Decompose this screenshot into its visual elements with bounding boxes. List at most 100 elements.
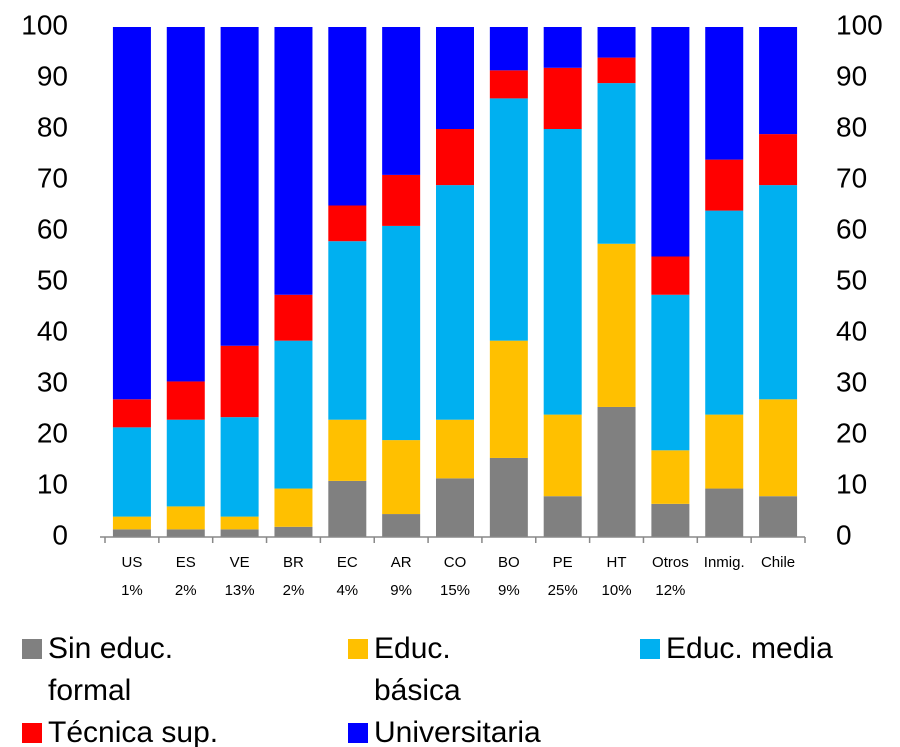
legend-item: Técnica sup.	[22, 712, 288, 747]
y2-tick-label: 10	[836, 468, 867, 499]
y-tick-label: 60	[37, 213, 68, 244]
legend-label: Universitaria	[374, 716, 541, 747]
bar-segment	[651, 450, 690, 504]
x-tick-label: 15%	[440, 582, 470, 599]
y-tick-label: 80	[37, 111, 68, 142]
bar-segment	[166, 529, 205, 537]
bar-segment	[543, 414, 582, 497]
bar-segment	[489, 70, 528, 99]
bar-segment	[112, 529, 151, 537]
bar-segment	[436, 185, 474, 420]
x-tick-label: BO	[498, 554, 520, 571]
bar-segment	[274, 340, 313, 489]
x-tick-label: Chile	[761, 554, 795, 571]
bar-segment	[705, 210, 744, 415]
bar-segment	[436, 27, 474, 129]
bar-segment	[166, 506, 205, 530]
x-tick-label: VE	[230, 554, 250, 571]
bar-segment	[274, 294, 313, 341]
y2-tick-label: 90	[836, 60, 867, 91]
y2-tick-label: 30	[836, 366, 867, 397]
bar-segment	[759, 185, 798, 400]
bar-segment	[328, 480, 367, 537]
chart: 0 10 20 30 40 50 60 70 80 90 100 0 10 20 30 40 50 60 70 80 9…	[21, 9, 883, 599]
bar-segment	[382, 174, 421, 226]
bar-segment	[328, 205, 367, 242]
y2-tick-label: 70	[836, 162, 867, 193]
y-tick-label: 50	[37, 264, 68, 295]
bar-segment	[220, 417, 259, 517]
y-tick-label: 40	[37, 315, 68, 346]
x-tick-label: 13%	[225, 582, 255, 599]
x-tick-label: US	[122, 554, 143, 571]
bar-segment	[382, 27, 421, 175]
x-tick-label: CO	[444, 554, 467, 571]
bar-segment	[220, 529, 259, 537]
bar-segment	[166, 381, 205, 420]
bar-segment	[489, 98, 528, 341]
x-tick-label: 1%	[121, 582, 143, 599]
y-tick-label: 20	[37, 417, 68, 448]
y2-tick-label: 40	[836, 315, 867, 346]
bar-segment	[597, 57, 636, 84]
y-tick-label: 70	[37, 162, 68, 193]
bar-segment	[328, 419, 367, 481]
bar-segment	[220, 516, 259, 530]
bar-segment	[543, 129, 582, 415]
x-tick-label: ES	[176, 554, 196, 571]
bar-segment	[274, 488, 313, 527]
bar-segment	[705, 159, 744, 211]
legend-swatch	[348, 639, 368, 659]
legend-item: Universitaria	[348, 712, 614, 747]
bar-segment	[328, 241, 367, 420]
bar-segment	[759, 134, 798, 186]
x-tick-label: AR	[391, 554, 412, 571]
y-tick-label: 0	[52, 519, 68, 550]
y2-tick-label: 60	[836, 213, 867, 244]
bar-segment	[597, 243, 636, 407]
bar-segment	[651, 27, 690, 257]
bar-segment	[112, 427, 151, 517]
legend-swatch	[22, 723, 42, 743]
y-tick-label: 90	[37, 60, 68, 91]
bar-segment	[274, 27, 313, 295]
x-tick-label: BR	[283, 554, 304, 571]
x-tick-label: 9%	[498, 582, 520, 599]
bar-segment	[489, 340, 528, 458]
bar-segment	[759, 27, 798, 135]
bar-segment	[436, 478, 474, 537]
x-tick-label: 12%	[655, 582, 685, 599]
legend-label: Educ. básica	[374, 632, 461, 707]
y2-tick-label: 0	[836, 519, 852, 550]
bar-segment	[651, 294, 690, 451]
x-tick-label: Inmig.	[704, 554, 745, 571]
y-tick-label: 10	[37, 468, 68, 499]
x-tick-label: 9%	[390, 582, 412, 599]
bar-segment	[543, 496, 582, 537]
bar-segment	[489, 457, 528, 537]
y2-tick-label: 100	[836, 9, 883, 40]
bar-segment	[382, 225, 421, 441]
bar-segment	[436, 419, 474, 479]
bar-segment	[705, 414, 744, 489]
x-tick-label: 2%	[283, 582, 305, 599]
bar-segment	[759, 399, 798, 497]
bar-segment	[651, 256, 690, 295]
bar-segment	[705, 488, 744, 537]
bar-segment	[489, 27, 528, 71]
y2-tick-label: 80	[836, 111, 867, 142]
legend-item: Educ. básica	[348, 628, 504, 712]
legend-swatch	[640, 639, 660, 659]
bar-segment	[543, 27, 582, 68]
y-tick-label: 100	[21, 9, 68, 40]
bar-segment	[112, 27, 151, 400]
x-tick-label: 10%	[602, 582, 632, 599]
bar-segment	[166, 419, 205, 507]
bar-segment	[651, 503, 690, 537]
bar-segment	[220, 345, 259, 418]
bar-segment	[436, 129, 474, 186]
x-tick-label: 2%	[175, 582, 197, 599]
bar-segment	[597, 27, 636, 58]
bar-segment	[166, 27, 205, 382]
